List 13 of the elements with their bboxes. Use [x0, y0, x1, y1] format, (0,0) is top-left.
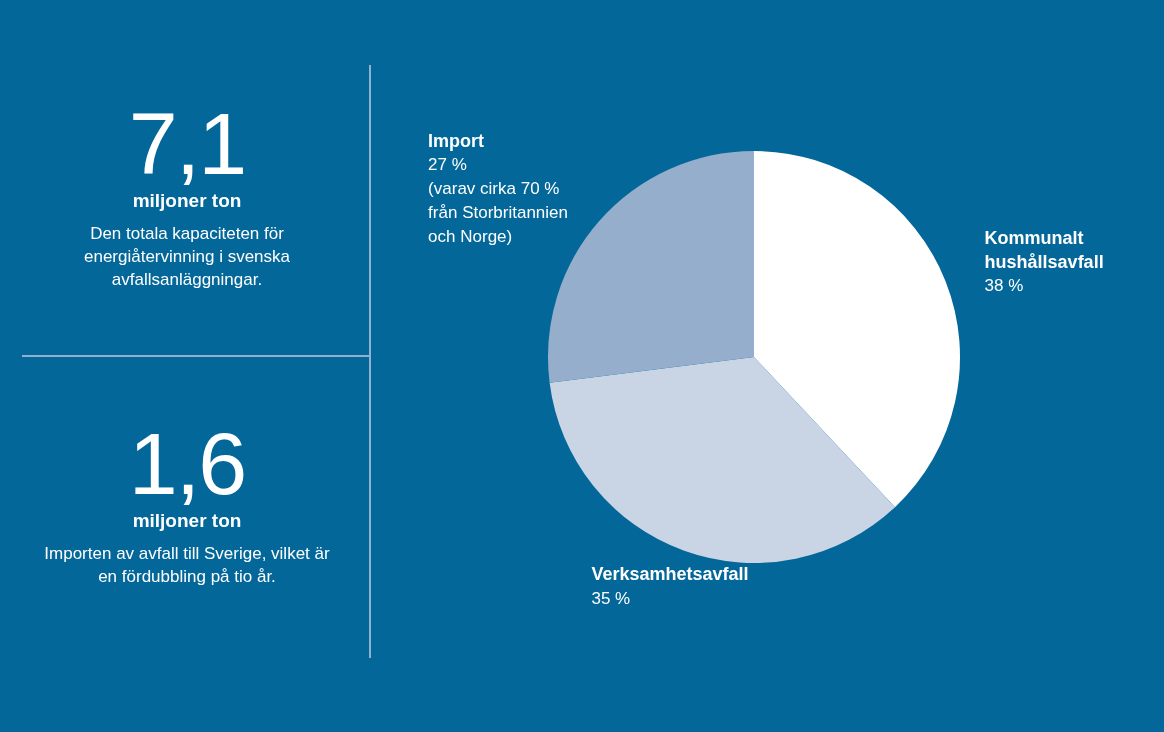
slice-label: Kommunalt hushållsavfall — [984, 227, 1104, 272]
text: miljoner ton — [131, 190, 243, 212]
text: 1,6 — [127, 414, 247, 513]
slice-label: Import — [428, 130, 485, 151]
data-label: 35 % — [591, 588, 631, 608]
text: Importen av avfall till Sverige, vilket är en fördubbling på tio år. — [43, 543, 331, 588]
slice-label: Verksamhetsavfall — [591, 564, 749, 585]
text: 7,1 — [127, 94, 247, 193]
data-label: 38 % — [984, 275, 1024, 295]
text: Den totala kapaciteten för energiåtervinning i svenska avfallsanläggningar. — [83, 223, 291, 291]
data-label: 27 % — [428, 155, 467, 175]
text: (varav cirka 70 % från Storbritannien och Norge) — [428, 179, 568, 247]
text: miljoner ton — [131, 510, 243, 532]
